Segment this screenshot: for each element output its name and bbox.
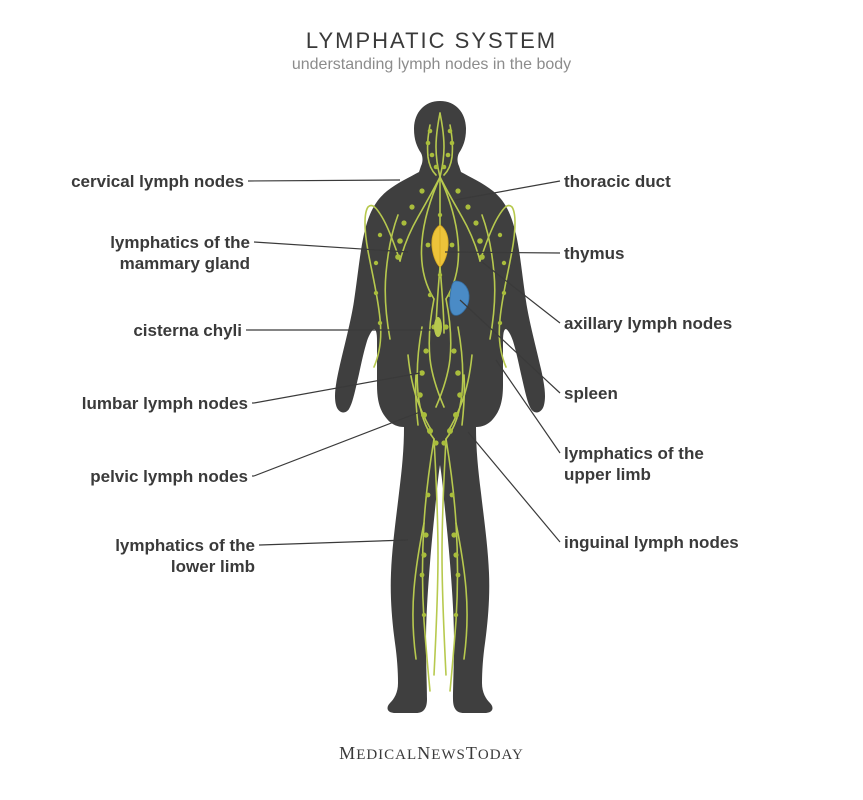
label-cervical: cervical lymph nodes — [44, 171, 244, 192]
diagram-title: LYMPHATIC SYSTEM — [0, 28, 863, 54]
label-pelvic: pelvic lymph nodes — [58, 466, 248, 487]
label-cisterna: cisterna chyli — [112, 320, 242, 341]
body-figure — [330, 95, 550, 715]
label-thoracic_duct: thoracic duct — [564, 171, 784, 192]
diagram-container: { "title": "LYMPHATIC SYSTEM", "subtitle… — [0, 0, 863, 800]
label-lumbar: lumbar lymph nodes — [48, 393, 248, 414]
label-spleen: spleen — [564, 383, 764, 404]
label-upper_limb: lymphatics of theupper limb — [564, 443, 774, 486]
label-lower_limb: lymphatics of thelower limb — [80, 535, 255, 578]
footer-brand: MEDICALNEWSTODAY — [0, 743, 863, 764]
cisterna-chyli — [434, 317, 442, 337]
label-axillary: axillary lymph nodes — [564, 313, 794, 334]
label-mammary: lymphatics of themammary gland — [72, 232, 250, 275]
label-thymus: thymus — [564, 243, 764, 264]
label-inguinal: inguinal lymph nodes — [564, 532, 794, 553]
diagram-subtitle: understanding lymph nodes in the body — [0, 56, 863, 74]
